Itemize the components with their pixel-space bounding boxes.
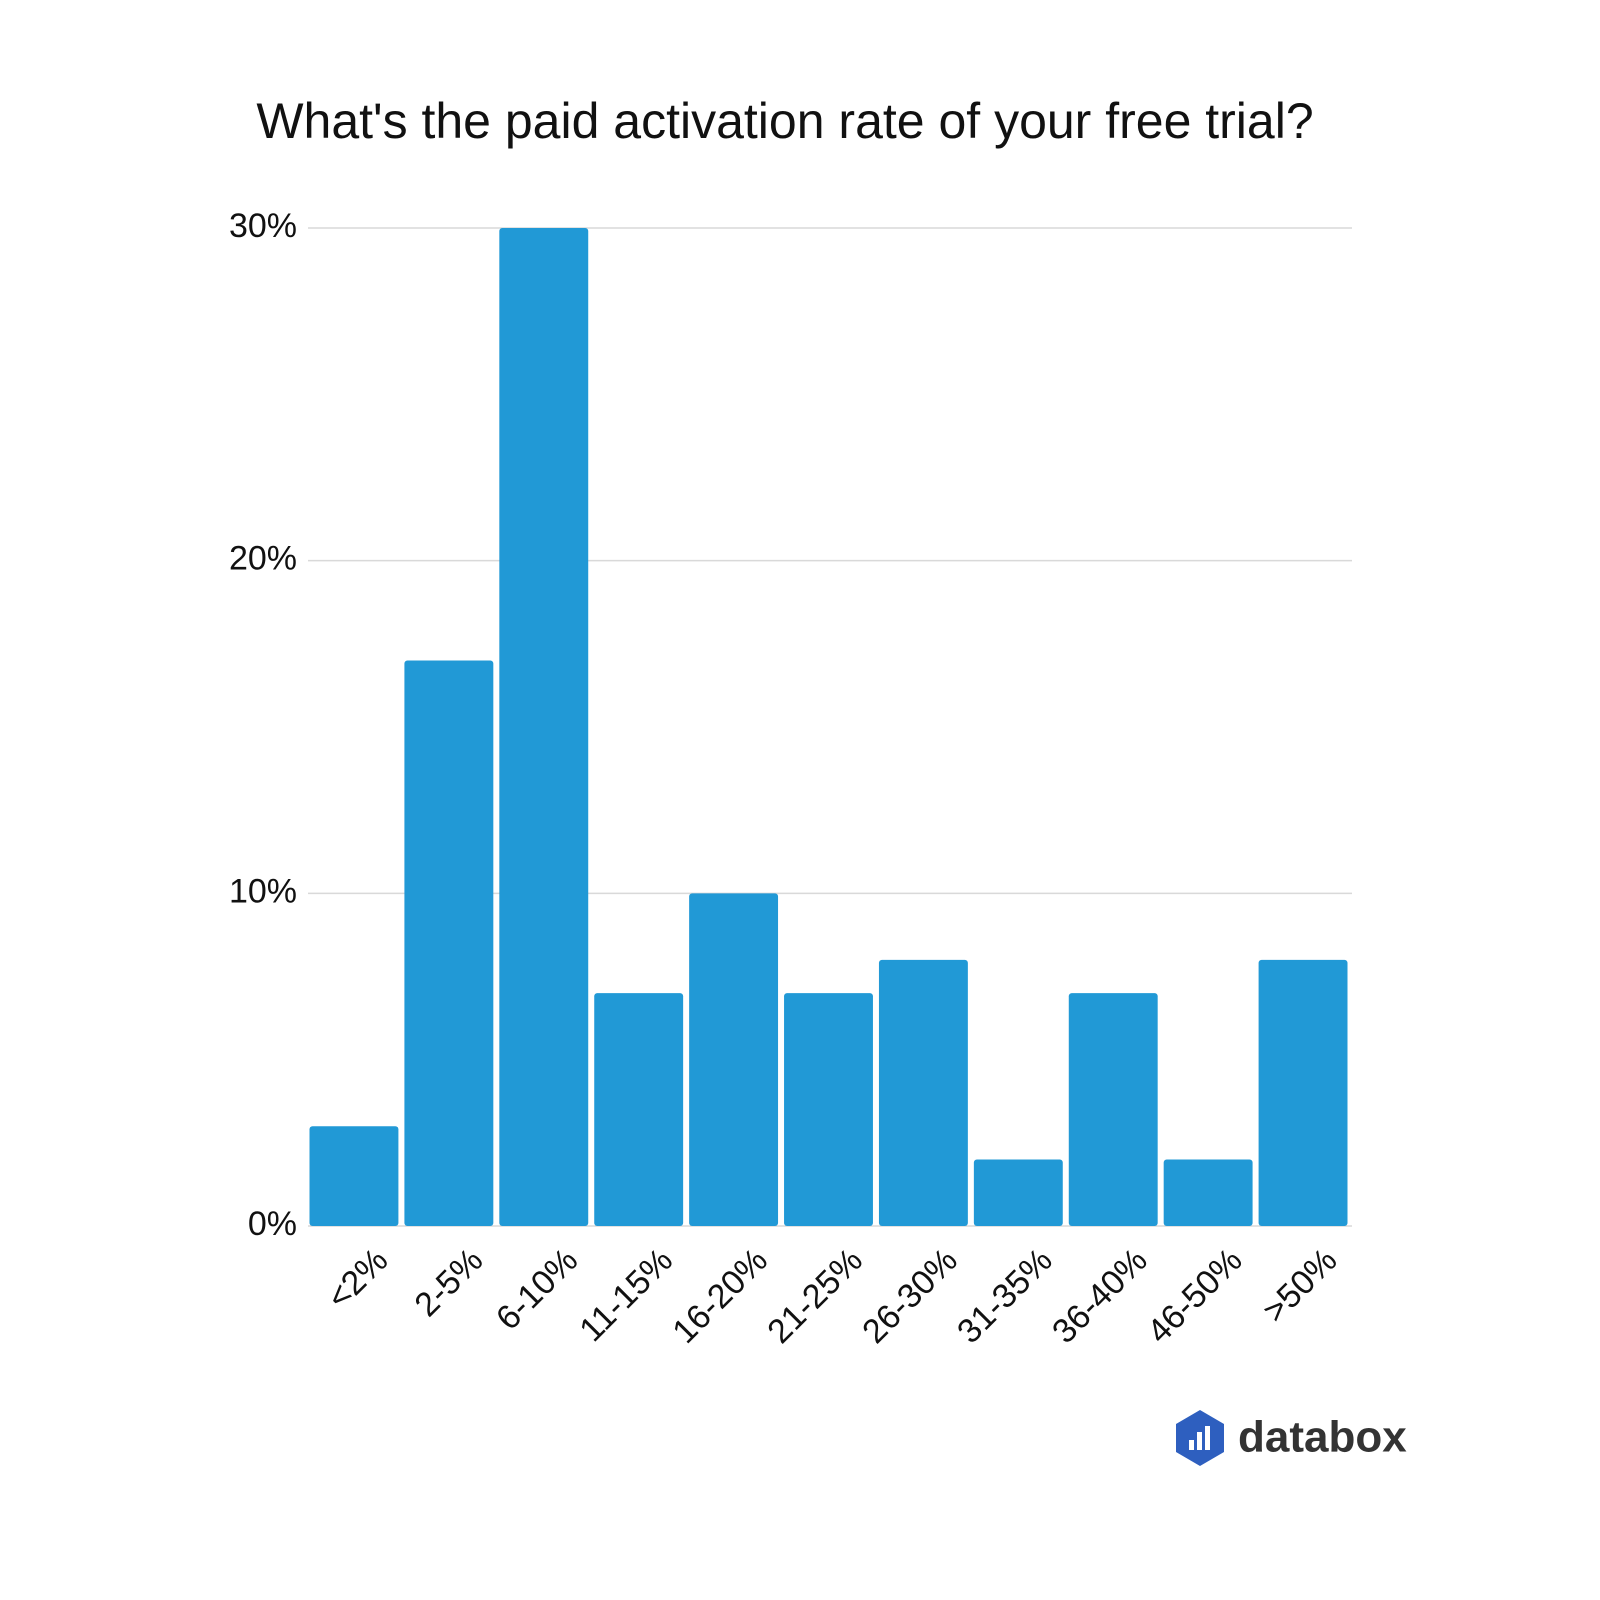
x-tick-label: 6-10% — [489, 1241, 585, 1337]
x-tick-label: 26-30% — [855, 1241, 965, 1351]
bar — [309, 1126, 399, 1226]
x-tick-label: 21-25% — [760, 1241, 870, 1351]
logo-bar — [1205, 1426, 1210, 1450]
brand-logo: databox — [1176, 1410, 1407, 1466]
bar — [878, 959, 968, 1226]
y-tick-label: 20% — [229, 540, 297, 578]
x-tick-label: <2% — [320, 1241, 396, 1317]
y-tick-label: 10% — [229, 872, 297, 910]
bar — [1163, 1159, 1253, 1226]
bar — [1258, 959, 1348, 1226]
x-tick-label: 46-50% — [1140, 1241, 1250, 1351]
bar — [973, 1159, 1063, 1226]
bar — [499, 228, 589, 1226]
x-tick-label: 2-5% — [407, 1241, 490, 1324]
x-tick-label: 11-15% — [572, 1241, 680, 1349]
brand-name: databox — [1238, 1413, 1407, 1462]
y-tick-label: 30% — [229, 207, 297, 245]
bar — [689, 893, 779, 1226]
bar — [1068, 993, 1158, 1226]
logo-bar — [1189, 1440, 1194, 1450]
bar — [404, 660, 494, 1226]
logo-bar — [1197, 1432, 1202, 1450]
bar — [784, 993, 873, 1226]
x-tick-label: 16-20% — [665, 1241, 775, 1351]
x-tick-label: 31-35% — [950, 1241, 1060, 1351]
y-tick-label: 0% — [248, 1205, 297, 1243]
chart-title: What's the paid activation rate of your … — [256, 93, 1313, 149]
x-tick-label: 36-40% — [1045, 1241, 1155, 1351]
bar — [594, 993, 684, 1226]
x-tick-label: >50% — [1256, 1241, 1345, 1330]
